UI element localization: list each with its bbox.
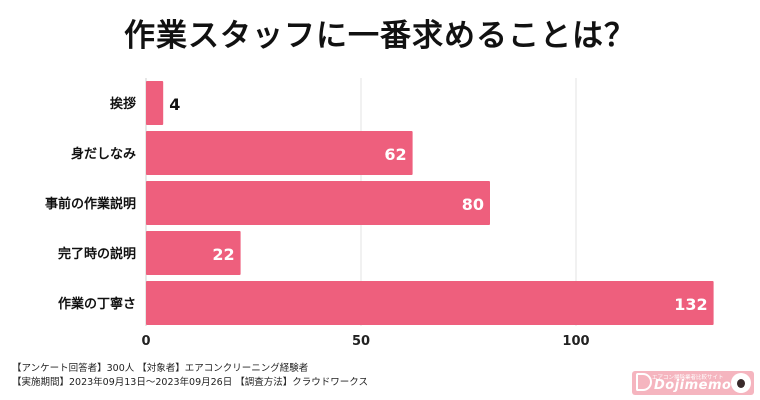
category-label: 身だしなみ [71,146,136,162]
site-logo[interactable]: エアコン掃除業者比較サイト Dojimemo [632,371,754,395]
data-label: 22 [212,245,234,264]
sheep-face-icon [737,379,745,388]
category-label: 事前の作業説明 [45,196,136,212]
logo-d-mark-icon [636,373,652,391]
chart-title: 作業スタッフに一番求めることは？ [124,18,636,54]
data-label: 80 [462,195,484,214]
x-tick-label: 100 [562,334,589,349]
bar-chart: 0 50 100 挨拶 4 身だしなみ 62 事前の作業説明 80 完了時の説明 22 作業の丁寧さ 1… [45,78,714,349]
category-label: 作業の丁寧さ [58,296,136,312]
logo-subtitle: エアコン掃除業者比較サイト [652,375,724,381]
bar [146,181,490,225]
logo-wordmark: Dojimemo [654,378,732,393]
bar [146,81,164,125]
survey-info-line-1: 【アンケート回答者】300人 【対象者】エアコンクリーニング経験者 [12,363,309,374]
data-label: 62 [384,145,406,164]
data-label: 132 [674,295,707,314]
bar [146,281,714,325]
survey-info-line-2: 【実施期間】2023年09月13日～2023年09月26日 【調査方法】クラウド… [12,377,368,388]
category-label: 挨拶 [110,96,136,112]
x-tick-label: 0 [141,334,150,349]
bar [146,231,241,275]
survey-footer: 【アンケート回答者】300人 【対象者】エアコンクリーニング経験者 【実施期間】… [12,362,368,390]
bar [146,131,413,175]
data-label: 4 [169,95,180,114]
category-label: 完了時の説明 [58,246,136,262]
x-tick-label: 50 [352,334,370,349]
